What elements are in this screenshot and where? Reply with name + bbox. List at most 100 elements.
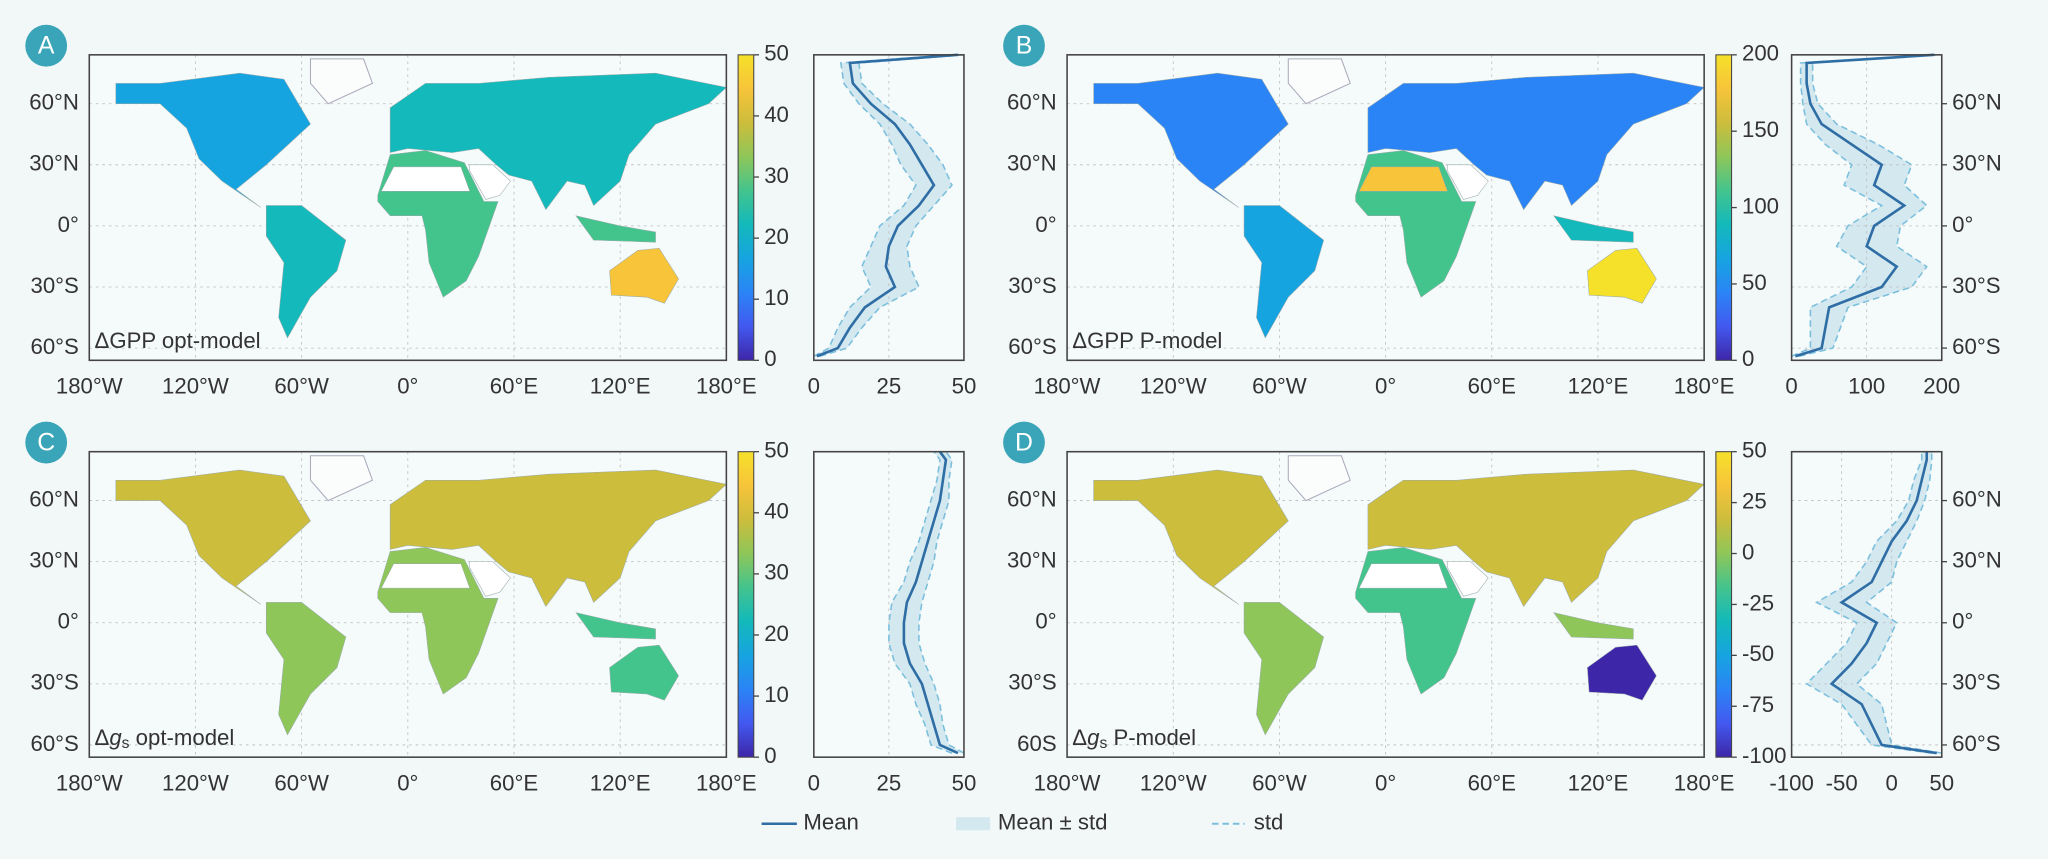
legend-swatch: [956, 817, 991, 831]
x-tick-label: 200: [1923, 374, 1960, 399]
title-part: Δ: [1072, 725, 1087, 750]
land-region: [1367, 72, 1705, 211]
std-line: [813, 54, 952, 357]
colorbar-tick-label: 25: [1742, 488, 1767, 513]
colorbar-tick-label: -75: [1742, 692, 1774, 717]
lon-tick-label: 60°E: [1468, 374, 1516, 399]
map-title: Δgs P-model: [1072, 725, 1196, 753]
panel-label: A: [38, 33, 55, 60]
colorbar-tick-label: 50: [1742, 438, 1767, 463]
lat-tick-label: 0°: [1952, 609, 1973, 634]
colorbar-tick-label: -25: [1742, 590, 1774, 615]
land-region: [380, 563, 471, 589]
land-region: [309, 455, 374, 502]
lat-tick-label: 60°N: [29, 486, 79, 511]
land-region: [1287, 455, 1351, 502]
std-line: [888, 451, 953, 754]
colorbar-tick-label: 30: [764, 560, 789, 585]
land-region: [609, 248, 679, 304]
title-part: g: [1087, 725, 1100, 750]
panel-badge: [1003, 24, 1045, 67]
land-region: [389, 469, 727, 607]
lat-tick-label: 30°S: [30, 273, 78, 298]
x-tick-label: 0: [1785, 374, 1797, 399]
std-line: [1798, 54, 1939, 357]
land-region: [389, 72, 727, 211]
lat-tick-label: 60S: [1017, 731, 1056, 756]
colorbar-tick-label: 0: [1742, 346, 1754, 371]
lon-tick-label: 120°W: [162, 374, 229, 399]
colorbar-tick-label: 50: [1742, 270, 1767, 295]
x-tick-label: -50: [1826, 770, 1858, 795]
lon-tick-label: 180°W: [56, 770, 123, 795]
colorbar-tick-label: 40: [764, 102, 789, 127]
lon-tick-label: 120°E: [590, 374, 651, 399]
panel-label: B: [1016, 33, 1033, 60]
land-region: [1553, 215, 1634, 243]
lat-tick-label: 0°: [1035, 212, 1056, 237]
x-tick-label: -100: [1769, 770, 1813, 795]
mean-line: [902, 450, 959, 755]
lon-tick-label: 0°: [397, 374, 418, 399]
panel-badge: [1003, 421, 1045, 464]
lat-tick-label: 30°S: [1952, 273, 2000, 298]
lon-tick-label: 60°W: [1252, 374, 1307, 399]
mean-line: [816, 53, 959, 358]
lat-tick-label: 60°S: [1952, 334, 2000, 359]
panel-badge: [25, 24, 68, 67]
lat-tick-label: 60°N: [1007, 90, 1057, 115]
colorbar-tick-label: 100: [1742, 193, 1779, 218]
title-part: g: [109, 725, 122, 750]
title-part: P-model: [1107, 725, 1196, 750]
map-frame: [88, 450, 728, 758]
colorbar-tick-label: 30: [764, 163, 789, 188]
land-region: [1243, 602, 1324, 736]
colorbar-tick-label: 150: [1742, 117, 1779, 142]
land-region: [1358, 166, 1448, 192]
land-region: [380, 166, 471, 192]
lon-tick-label: 180°W: [56, 374, 123, 399]
x-tick-label: 25: [877, 374, 902, 399]
lat-tick-label: 30°S: [1008, 273, 1056, 298]
lon-tick-label: 60°W: [274, 374, 329, 399]
map-title: Δgs opt-model: [95, 725, 235, 753]
land-region: [1587, 644, 1657, 701]
colorbar: [737, 54, 755, 361]
colorbar-tick-label: -100: [1742, 743, 1786, 768]
legend-label: std: [1254, 810, 1284, 835]
land-region: [575, 612, 656, 640]
colorbar-tick-label: 20: [764, 621, 789, 646]
land-region: [1093, 72, 1289, 208]
colorbar-tick-label: 50: [764, 41, 789, 66]
colorbar-tick-label: 0: [764, 743, 776, 768]
lat-tick-label: 60°S: [30, 334, 78, 359]
lon-tick-label: 120°E: [1568, 770, 1629, 795]
colorbar-tick-label: -50: [1742, 641, 1774, 666]
land-region: [1287, 58, 1351, 105]
lat-tick-label: 0°: [58, 212, 79, 237]
lon-tick-label: 0°: [1375, 770, 1396, 795]
lat-tick-label: 0°: [1035, 609, 1056, 634]
panel-label: D: [1015, 429, 1033, 456]
land-region: [1553, 612, 1634, 640]
lon-tick-label: 120°E: [1568, 374, 1629, 399]
title-part: s: [1099, 735, 1107, 752]
std-line: [918, 451, 965, 754]
colorbar-tick-label: 0: [764, 346, 776, 371]
map-frame: [1066, 450, 1705, 758]
lat-tick-label: 30°N: [29, 151, 79, 176]
lon-tick-label: 120°E: [590, 770, 651, 795]
panel-label: C: [37, 429, 55, 456]
map-frame: [88, 54, 728, 362]
x-tick-label: 25: [877, 770, 902, 795]
lat-tick-label: 30°N: [1952, 151, 2002, 176]
lon-tick-label: 120°W: [1140, 374, 1207, 399]
land-region: [1447, 561, 1489, 597]
land-region: [469, 561, 511, 597]
lon-tick-label: 180°W: [1034, 374, 1101, 399]
colorbar: [1715, 451, 1733, 758]
std-band: [888, 451, 964, 754]
x-tick-label: 0: [808, 770, 820, 795]
lat-tick-label: 60°N: [1952, 90, 2002, 115]
land-region: [115, 469, 311, 605]
